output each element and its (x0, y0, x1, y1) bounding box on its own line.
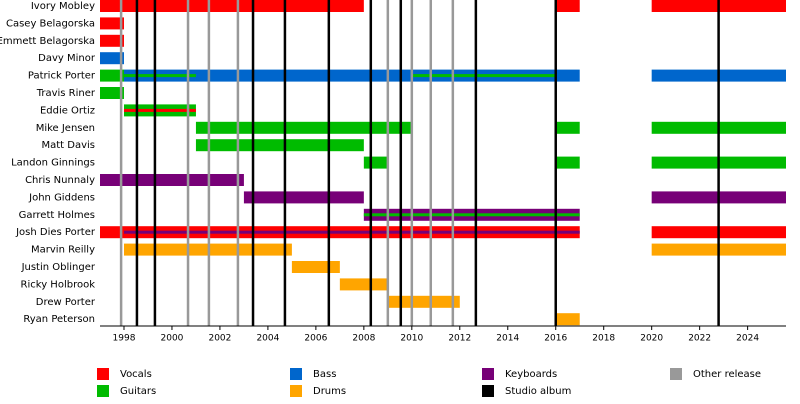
legend-label: Studio album (505, 386, 571, 397)
x-tick-label: 2022 (688, 334, 711, 344)
member-bar (195, 121, 412, 134)
secondary-bar (123, 108, 196, 112)
legend-label: Guitars (120, 386, 156, 397)
legend-swatch (97, 385, 109, 397)
x-tick-label: 1998 (113, 334, 136, 344)
member-name: Travis Riner (36, 88, 96, 99)
member-bar (555, 121, 580, 134)
member-name: Ricky Holbrook (21, 279, 96, 290)
legend-swatch (482, 385, 494, 397)
member-name: Matt Davis (41, 140, 95, 151)
legend-swatch (670, 368, 682, 380)
legend-label: Bass (313, 369, 336, 380)
member-bar (555, 156, 580, 169)
member-bar (195, 139, 364, 152)
secondary-bar (123, 230, 580, 234)
member-bar (339, 278, 388, 291)
secondary-bar (123, 74, 196, 78)
member-bar (243, 191, 364, 204)
x-tick-label: 2000 (161, 334, 184, 344)
x-tick-label: 2016 (544, 334, 567, 344)
member-bar (100, 34, 124, 47)
secondary-bar (411, 74, 556, 78)
member-name: Justin Oblinger (21, 262, 96, 273)
x-tick-label: 2010 (400, 334, 423, 344)
x-tick-label: 2004 (256, 334, 279, 344)
x-tick-label: 2008 (352, 334, 375, 344)
legend-swatch (290, 368, 302, 380)
member-name: Chris Nunnaly (25, 175, 95, 186)
legend-label: Other release (693, 369, 761, 380)
legend-label: Keyboards (505, 369, 557, 380)
member-name: Emmett Belagorska (0, 36, 95, 47)
member-name: Garrett Holmes (19, 210, 95, 221)
member-bar (555, 313, 580, 326)
legend-label: Drums (313, 386, 346, 397)
member-name: Ryan Peterson (23, 314, 95, 325)
member-bar (555, 0, 580, 12)
member-bar (291, 261, 340, 273)
x-tick-label: 2024 (736, 334, 759, 344)
x-tick-label: 2002 (208, 334, 231, 344)
member-bar (100, 0, 364, 12)
x-tick-label: 2014 (496, 334, 519, 344)
member-name: Patrick Porter (28, 71, 96, 82)
member-name: Marvin Reilly (31, 245, 95, 256)
x-tick-label: 2006 (304, 334, 327, 344)
member-name: Drew Porter (36, 297, 96, 308)
legend-swatch (97, 368, 109, 380)
member-name: John Giddens (28, 192, 95, 203)
x-tick-label: 2012 (448, 334, 471, 344)
member-name: Casey Belagorska (6, 18, 95, 29)
legend-swatch (290, 385, 302, 397)
member-bar (363, 156, 388, 169)
member-name: Davy Minor (38, 53, 96, 64)
member-bar (387, 295, 460, 308)
member-bar (100, 69, 124, 82)
x-tick-label: 2020 (640, 334, 663, 344)
member-name: Mike Jensen (36, 123, 95, 134)
member-name: Ivory Mobley (31, 1, 95, 12)
member-name: Josh Dies Porter (15, 227, 96, 238)
member-bar (100, 17, 124, 30)
member-name: Eddie Ortiz (40, 105, 95, 116)
secondary-bar (363, 213, 580, 217)
x-tick-label: 2018 (592, 334, 615, 344)
member-name: Landon Ginnings (11, 158, 95, 169)
member-bar (100, 87, 124, 99)
member-bar (100, 52, 124, 65)
legend-swatch (482, 368, 494, 380)
legend-label: Vocals (120, 369, 152, 380)
